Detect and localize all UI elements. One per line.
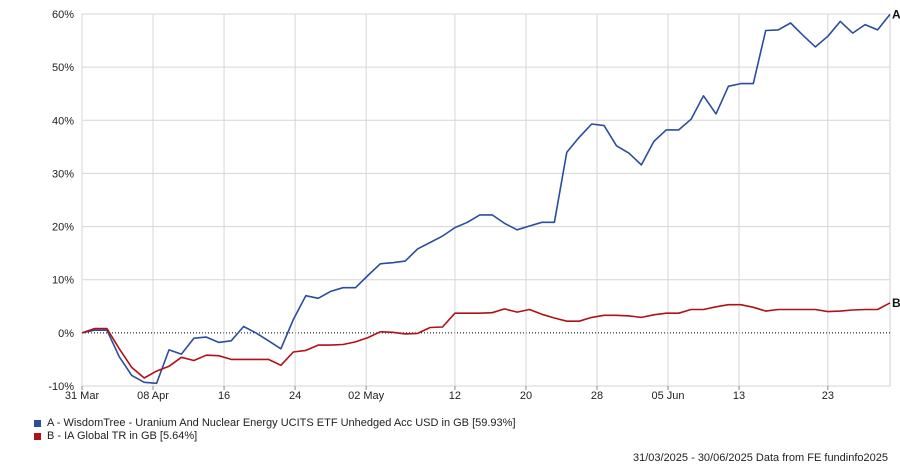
end-label-a: A bbox=[892, 7, 900, 21]
y-tick-label: 10% bbox=[52, 275, 74, 287]
x-tick-label: 12 bbox=[449, 390, 461, 402]
end-labels: AB bbox=[892, 7, 900, 310]
y-tick-label: -10% bbox=[48, 381, 74, 393]
series-line-a bbox=[81, 13, 891, 385]
x-tick-label: 24 bbox=[289, 390, 301, 402]
y-tick-label: 60% bbox=[52, 9, 74, 21]
series-lines bbox=[81, 13, 891, 385]
y-tick-label: 0% bbox=[58, 328, 74, 340]
x-tick-label: 05 Jun bbox=[652, 390, 685, 402]
legend-item-a: A - WisdomTree - Uranium And Nuclear Ene… bbox=[34, 417, 516, 430]
legend: A - WisdomTree - Uranium And Nuclear Ene… bbox=[34, 417, 516, 443]
y-tick-label: 40% bbox=[52, 115, 74, 127]
x-tick-label: 16 bbox=[218, 390, 230, 402]
end-label-b: B bbox=[892, 296, 900, 310]
gridlines bbox=[81, 13, 891, 387]
data-source-footer: 31/03/2025 - 30/06/2025 Data from FE fun… bbox=[632, 452, 888, 464]
legend-swatch-b bbox=[34, 433, 41, 440]
x-tick-label: 20 bbox=[520, 390, 532, 402]
y-tick-label: 30% bbox=[52, 168, 74, 180]
series-line-b bbox=[81, 302, 891, 379]
legend-label-b: B - IA Global TR in GB [5.64%] bbox=[47, 430, 198, 442]
legend-item-b: B - IA Global TR in GB [5.64%] bbox=[34, 430, 516, 443]
y-tick-label: 50% bbox=[52, 62, 74, 74]
plot-area bbox=[81, 13, 891, 387]
legend-swatch-a bbox=[34, 420, 41, 427]
legend-label-a: A - WisdomTree - Uranium And Nuclear Ene… bbox=[47, 417, 516, 429]
y-tick-label: 20% bbox=[52, 222, 74, 234]
x-tick-label: 13 bbox=[733, 390, 745, 402]
axes: -10% 0% 10% 20% 30% 40% 50% 60% 31 Mar 08 Apr 16 24… bbox=[48, 9, 834, 402]
line-chart: -10% 0% 10% 20% 30% 40% 50% 60% 31 Mar 08 Apr 16 24… bbox=[48, 7, 900, 402]
x-tick-label: 08 Apr bbox=[137, 390, 169, 402]
x-tick-label: 02 May bbox=[348, 390, 385, 402]
x-tick-label: 31 Mar bbox=[65, 390, 100, 402]
x-tick-label: 28 bbox=[591, 390, 603, 402]
x-tick-label: 23 bbox=[822, 390, 834, 402]
